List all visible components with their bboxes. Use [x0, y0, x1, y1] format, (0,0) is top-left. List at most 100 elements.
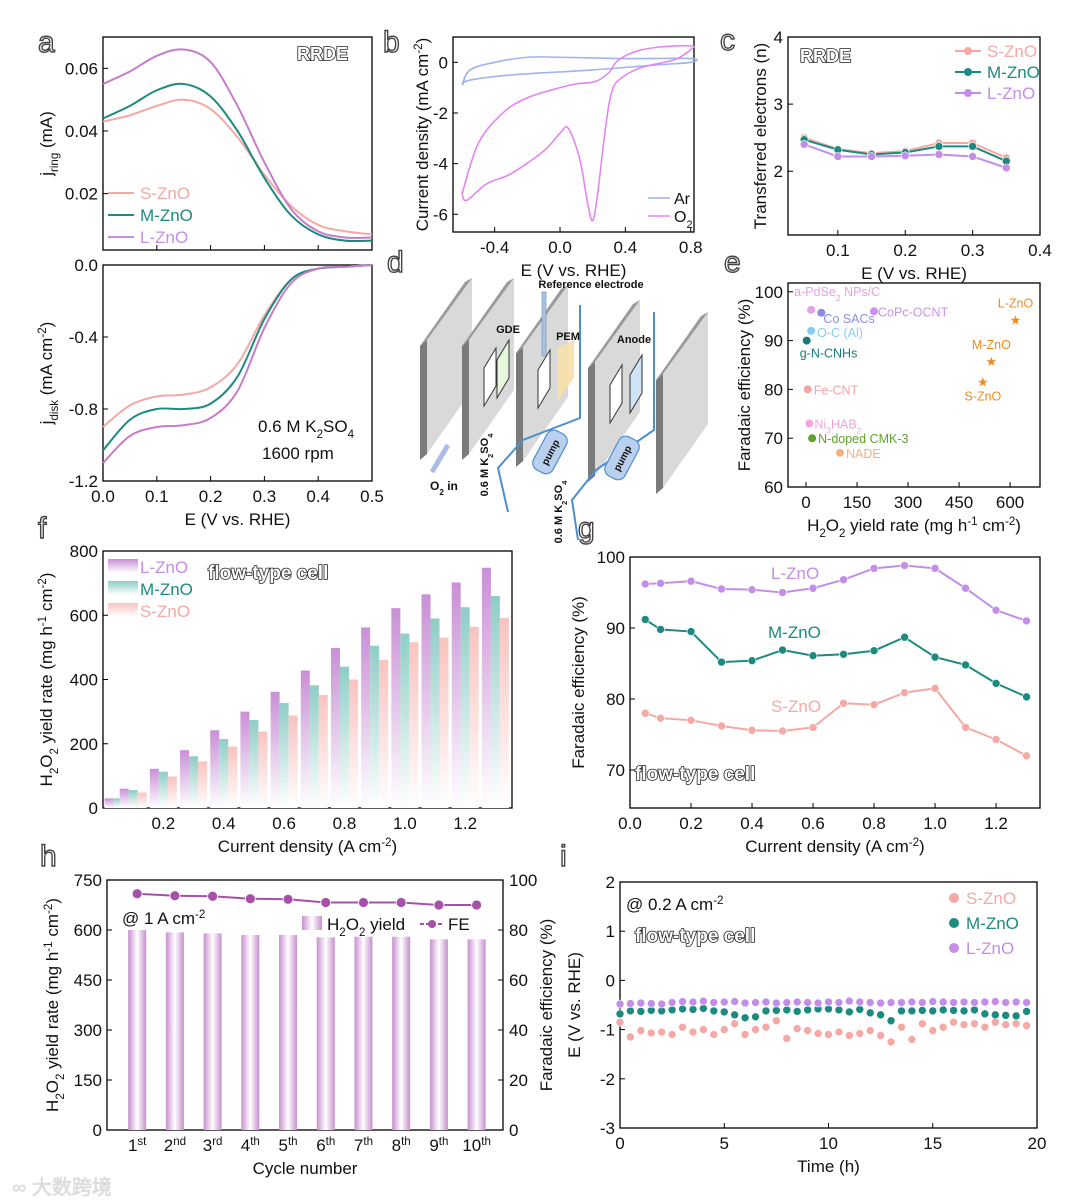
data-point-m-zno	[719, 1007, 729, 1017]
point-label: L-ZnO	[998, 297, 1034, 311]
y-tick-label: 0.06	[65, 59, 98, 78]
bar-l-zno	[361, 627, 371, 808]
cv-line-ar	[461, 56, 698, 86]
legend-item: L-ZnO	[949, 939, 1014, 958]
legend-item: S-ZnO	[108, 602, 190, 621]
bar-s-zno	[409, 642, 419, 808]
x-tick-label: 20	[1028, 1134, 1047, 1153]
data-point-l-zno	[1022, 998, 1031, 1007]
x-tick-label: 0.2	[679, 814, 703, 833]
bar-l-zno	[481, 567, 491, 808]
legend-label: S-ZnO	[966, 889, 1016, 908]
data-point-s-zno	[699, 1025, 708, 1034]
y-tick-label: 0	[89, 799, 98, 818]
point-label: N-doped CMK-3	[818, 432, 908, 446]
x-tick-label: 0	[801, 493, 810, 512]
yield-bar	[203, 933, 222, 1130]
x-tick-label: 0.4	[306, 487, 330, 506]
x-tick-label: 0.4	[614, 238, 638, 257]
data-point-m-zno	[834, 1005, 844, 1015]
data-point-l-zno	[667, 998, 677, 1007]
data-point	[900, 632, 909, 642]
data-point-s-zno	[1001, 1020, 1011, 1029]
x-tick-label: 0.5	[360, 487, 384, 506]
data-point-m-zno	[688, 1005, 698, 1014]
cv-line-o2	[461, 44, 695, 222]
pump-body	[532, 429, 568, 475]
data-point	[869, 700, 879, 709]
data-point	[961, 583, 970, 593]
data-point-s-zno	[761, 1022, 771, 1032]
legend-label: L-ZnO	[987, 84, 1035, 103]
rotation-speed-label: 1600 rpm	[262, 444, 334, 463]
bar-l-zno	[300, 670, 310, 808]
data-point-s-zno	[740, 1030, 750, 1039]
y-tick-label: 150	[74, 1071, 102, 1090]
current-density-label: @ 1 A cm-2	[122, 909, 205, 928]
bar-m-zno	[158, 771, 168, 808]
data-point-l-zno	[740, 998, 750, 1008]
bar-m-zno	[400, 633, 410, 808]
data-point	[640, 579, 650, 589]
x-tick-label: 0.8	[679, 238, 703, 257]
x-tick-label: 0.2	[893, 241, 917, 260]
y-axis-label: jring (mA)	[37, 111, 61, 177]
data-point-l-zno	[938, 997, 948, 1007]
bar-s-zno	[318, 694, 328, 808]
y-tick-label: 300	[74, 1021, 102, 1040]
data-point	[656, 578, 665, 588]
legend-item: M-ZnO	[108, 580, 193, 599]
data-point-l-zno	[803, 998, 812, 1007]
gde-electrode	[496, 338, 510, 400]
fe-point	[358, 897, 369, 908]
anode-label: Anode	[617, 334, 651, 346]
ring-current-line-l-zno	[102, 48, 373, 239]
data-point-m-zno	[845, 1007, 854, 1017]
y-tick-label: 100	[755, 283, 783, 302]
x-tick-label: 0.4	[740, 814, 764, 833]
data-point-s-zno	[928, 1026, 938, 1035]
data-point	[717, 721, 726, 731]
y2-axis-label: Faradaic efficiency (%)	[537, 919, 556, 1092]
panel-letter: d	[387, 246, 404, 279]
data-point-l-zno	[845, 996, 854, 1006]
panel-letter: i	[560, 840, 567, 873]
pump: pump	[604, 435, 640, 481]
data-point-s-zno	[772, 1016, 781, 1026]
electrolyte-label: 0.6 M K2SO4	[258, 417, 355, 441]
data-point-l-zno	[949, 998, 958, 1007]
plate-edge	[588, 362, 595, 482]
x-tick-label: 0.8	[862, 814, 886, 833]
data-point-m-zno	[907, 1006, 917, 1016]
data-point	[778, 726, 787, 736]
scatter-point: g-N-CNHs	[800, 336, 857, 361]
bar-s-zno	[499, 617, 509, 808]
data-point-m-zno	[667, 1005, 677, 1015]
plot-frame	[106, 879, 504, 1131]
data-point-m-zno	[970, 1005, 979, 1015]
x-tick-label: 0.0	[91, 487, 115, 506]
y-tick-label: -4	[433, 155, 448, 174]
data-point	[808, 723, 818, 732]
data-point-s-zno	[824, 1030, 833, 1039]
pem-window	[537, 348, 551, 410]
panel-letter: b	[383, 26, 400, 59]
y-tick-label: 800	[70, 542, 98, 561]
data-point-s-zno	[876, 1031, 885, 1040]
x-tick-label: 0.4	[1028, 241, 1052, 260]
bar-m-zno	[309, 685, 319, 808]
data-point	[747, 725, 757, 735]
gde-label: GDE	[496, 324, 520, 336]
scatter-point: Fe-CNT	[803, 383, 859, 397]
legend-swatch	[108, 559, 138, 573]
bar-m-zno	[430, 618, 440, 808]
star-marker: ★	[986, 354, 998, 369]
x-tick-label: 0.3	[253, 487, 277, 506]
legend-label: S-ZnO	[987, 42, 1037, 61]
y-axis-label: H2O2 yield rate (mg h-1 cm-2)	[43, 898, 67, 1112]
y-tick-label: 0	[439, 53, 448, 72]
data-point-l-zno	[699, 996, 708, 1006]
x-tick-label: 0.3	[961, 241, 985, 260]
legend-marker	[428, 920, 436, 928]
y-axis-label: Transferred electrons (n)	[751, 43, 770, 229]
